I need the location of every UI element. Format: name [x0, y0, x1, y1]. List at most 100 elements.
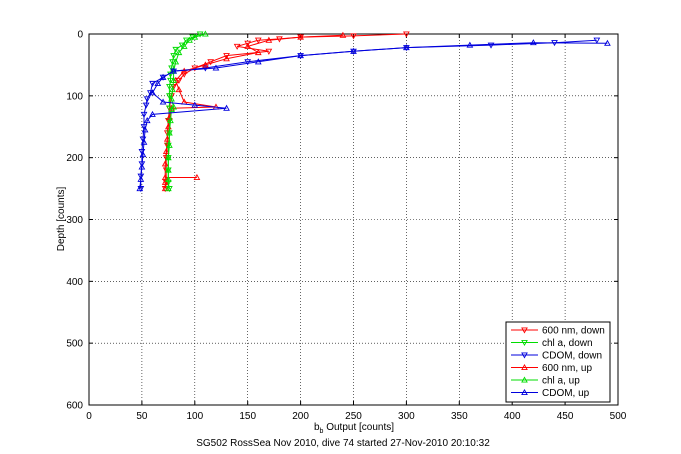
data-point [167, 117, 174, 124]
data-point [170, 67, 178, 74]
data-point [142, 102, 150, 109]
data-point [164, 166, 172, 173]
data-point [164, 154, 172, 161]
data-point [172, 58, 180, 65]
y-tick-label: 0 [77, 30, 83, 41]
data-point [202, 61, 209, 68]
data-point [223, 104, 230, 111]
data-point [202, 30, 209, 37]
legend-marker [521, 339, 528, 347]
x-tick-label: 100 [186, 411, 203, 422]
data-point [168, 65, 175, 72]
data-point [161, 178, 169, 185]
y-tick-label: 100 [66, 91, 83, 102]
data-point [161, 160, 169, 167]
x-axis-label-sub: b [320, 428, 324, 435]
caption: SG502 RossSea Nov 2010, dive 74 started … [196, 438, 490, 449]
y-tick-label: 500 [66, 339, 83, 350]
legend-box [505, 321, 611, 403]
data-point [167, 71, 174, 78]
series-line [164, 34, 343, 189]
data-point [175, 49, 183, 56]
x-axis-label-rest: Output [counts] [323, 422, 394, 433]
data-point [180, 42, 188, 49]
data-point [162, 147, 170, 155]
data-point [186, 36, 193, 43]
y-tick-label: 300 [66, 215, 83, 226]
legend-label: chl a, up [542, 376, 580, 387]
data-point [166, 186, 173, 193]
legend-label: 600 nm, down [542, 326, 605, 337]
data-point [149, 110, 156, 117]
y-tick-label: 200 [66, 153, 83, 164]
data-point [191, 101, 199, 108]
data-point [166, 84, 173, 91]
legend-marker [521, 352, 528, 359]
data-point [487, 42, 495, 49]
data-point [143, 117, 151, 124]
data-point [168, 95, 175, 102]
data-point [146, 90, 154, 97]
data-point [604, 39, 611, 46]
data-point [233, 43, 241, 50]
data-point [166, 129, 173, 136]
data-point [163, 135, 171, 142]
legend-marker [521, 363, 528, 371]
data-point [350, 47, 357, 54]
data-point [169, 86, 176, 93]
x-tick-label: 450 [557, 411, 574, 422]
data-point [159, 98, 167, 105]
data-point [143, 96, 151, 103]
legend-label: CDOM, up [542, 388, 590, 399]
data-point [140, 111, 148, 118]
grid-lines [89, 34, 618, 405]
data-point [170, 76, 178, 83]
data-point [154, 79, 162, 86]
x-tick-label: 50 [136, 411, 148, 422]
x-tick-label: 250 [345, 411, 362, 422]
series-line [167, 33, 206, 189]
legend-marker [521, 376, 528, 383]
data-point [350, 33, 357, 40]
data-point [191, 33, 199, 40]
data-point [244, 40, 252, 47]
legend-marker [521, 327, 528, 334]
data-point [254, 58, 262, 65]
data-point [223, 53, 230, 60]
data-point [254, 49, 262, 56]
x-tick-label: 400 [504, 411, 521, 422]
data-point [265, 36, 273, 43]
data-point [339, 31, 347, 38]
x-tick-label: 150 [239, 411, 256, 422]
legend-label: 600 nm, up [542, 363, 592, 374]
data-point [466, 41, 474, 48]
data-point [139, 151, 147, 158]
legend-marker [521, 388, 528, 396]
data-point [172, 46, 180, 53]
data-point [207, 59, 215, 66]
legend-label: chl a, down [542, 338, 593, 349]
x-axis-label: bb Output [counts] [314, 422, 394, 435]
data-point [159, 73, 167, 80]
data-point [170, 53, 178, 60]
data-point [193, 173, 201, 180]
x-tick-label: 350 [451, 411, 468, 422]
data-point [149, 89, 156, 96]
series-layer [136, 30, 611, 193]
data-point [175, 86, 183, 93]
data-point [137, 175, 145, 182]
series-5 [136, 39, 611, 192]
data-point [403, 31, 410, 38]
data-point [164, 185, 172, 192]
data-point [164, 175, 172, 182]
data-point [166, 93, 173, 100]
data-point [297, 33, 304, 40]
data-point [166, 141, 173, 148]
data-point [244, 42, 252, 49]
data-point [141, 126, 149, 133]
data-point [149, 80, 156, 87]
data-point [140, 138, 148, 145]
series-line [139, 42, 608, 189]
y-tick-label: 400 [66, 277, 83, 288]
